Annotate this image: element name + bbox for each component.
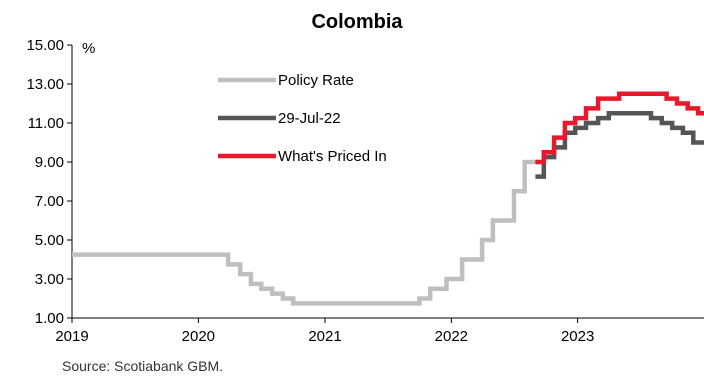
y-axis-unit-label: % — [82, 40, 95, 57]
chart-title: Colombia — [311, 11, 403, 33]
y-tick-label: 13.00 — [26, 76, 64, 93]
legend-label-3: What's Priced In — [278, 148, 387, 165]
series-line-3 — [535, 91, 704, 165]
x-tick-label: 2019 — [55, 328, 88, 345]
legend-label-2: 29-Jul-22 — [278, 110, 341, 127]
y-tick-label: 7.00 — [35, 193, 64, 210]
x-axis: 2019 2020 2021 2022 2023 — [55, 317, 704, 345]
y-tick-label: 1.00 — [35, 310, 64, 327]
line-chart: Colombia % 1.00 3.00 5.00 7.00 9.00 11.00 13.0… — [26, 11, 704, 345]
y-tick-label: 9.00 — [35, 154, 64, 171]
y-axis: 1.00 3.00 5.00 7.00 9.00 11.00 13.00 15.00 — [26, 37, 73, 327]
series-line-2 — [535, 111, 704, 179]
series-line-1 — [72, 159, 539, 306]
x-tick-label: 2021 — [308, 328, 341, 345]
x-tick-label: 2022 — [435, 328, 468, 345]
source-note: Source: Scotiabank GBM. — [62, 358, 224, 374]
series-lines — [72, 91, 704, 306]
y-tick-label: 11.00 — [28, 115, 64, 132]
x-tick-label: 2023 — [561, 328, 594, 345]
x-tick-label: 2020 — [182, 328, 215, 345]
legend: Policy Rate 29-Jul-22 What's Priced In — [218, 72, 387, 165]
y-tick-label: 15.00 — [26, 37, 64, 54]
legend-label-1: Policy Rate — [278, 72, 354, 89]
y-tick-label: 5.00 — [35, 232, 64, 249]
y-tick-label: 3.00 — [35, 271, 64, 288]
